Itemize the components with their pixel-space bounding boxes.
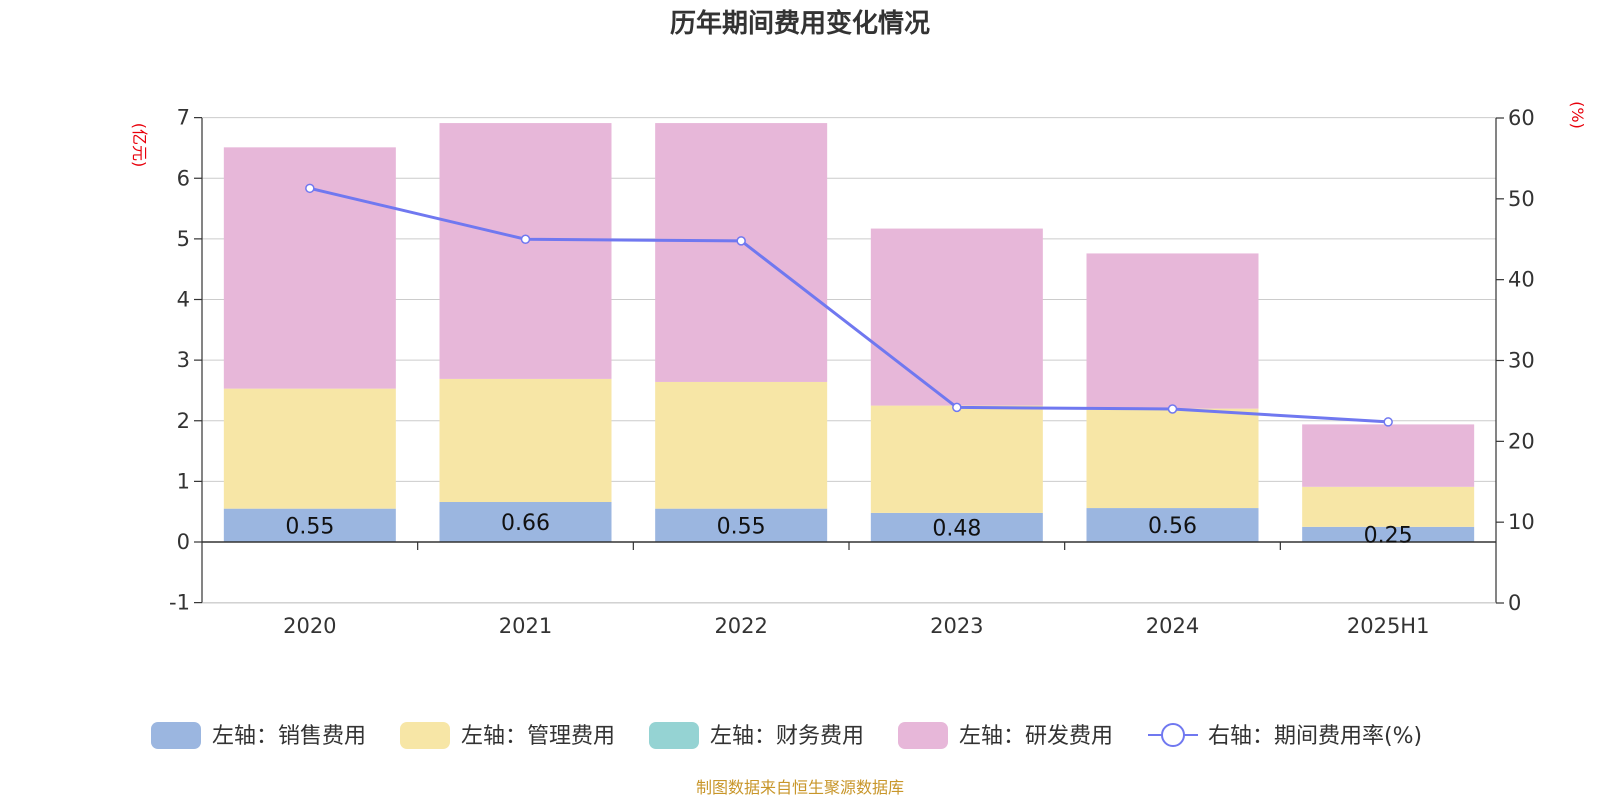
x-tick-label: 2020 (283, 614, 336, 638)
bar-segment (439, 501, 612, 542)
y-right-tick-label: 10 (1508, 510, 1535, 534)
left-axis-unit: (亿元) (130, 123, 149, 168)
legend-item[interactable]: 左轴：销售费用 (151, 722, 366, 749)
x-tick-label: 2022 (714, 614, 767, 638)
grid (202, 117, 1496, 604)
bar-segment (223, 147, 396, 389)
rate-point (305, 183, 315, 194)
bar-segment (1302, 526, 1475, 542)
y-left-tick-label: 5 (177, 227, 190, 251)
bar-segment (655, 381, 828, 509)
data-label: 0.25 (1364, 523, 1413, 548)
legend-item[interactable]: 右轴：期间费用率(%) (1148, 723, 1422, 749)
data-label: 0.66 (501, 511, 550, 536)
data-label: 0.56 (1148, 514, 1197, 539)
y-left-tick-label: 2 (177, 409, 190, 433)
rate-point (736, 236, 746, 246)
data-label: 0.55 (285, 514, 334, 539)
bar-segment (1086, 508, 1259, 542)
legend-label: 左轴：管理费用 (461, 724, 615, 749)
bar-segment (655, 123, 828, 382)
y-left-tick-label: 3 (177, 348, 190, 372)
bar-segment (870, 512, 1043, 542)
bars (223, 123, 1475, 542)
rate-point (1383, 417, 1393, 427)
bar-segment (655, 508, 828, 542)
rate-line-path (309, 186, 1389, 424)
legend-item[interactable]: 左轴：财务费用 (649, 722, 864, 749)
rate-point (952, 402, 962, 413)
y-left-tick-label: 4 (177, 288, 190, 312)
legend-label: 右轴：期间费用率(%) (1208, 724, 1422, 749)
bar-segment (439, 378, 612, 502)
bar-segment (870, 228, 1043, 406)
legend-label: 左轴：财务费用 (710, 724, 864, 749)
y-right-tick-label: 0 (1508, 591, 1521, 615)
y-left-tick-label: 0 (177, 530, 190, 554)
bar-segment (1302, 486, 1475, 527)
legend-item[interactable]: 左轴：研发费用 (898, 722, 1113, 749)
axes: -1 0 1 2 3 4 5 6 7 0 10 20 30 40 50 60 2020 2021 2022 2023 2… (169, 106, 1535, 638)
legend-swatch (400, 722, 450, 749)
right-axis-unit: (%) (1568, 101, 1587, 129)
x-tick-label: 2024 (1146, 614, 1199, 638)
y-right-tick-label: 20 (1508, 429, 1535, 453)
bar-segment (1086, 253, 1259, 409)
y-right-tick-label: 30 (1508, 349, 1535, 373)
bar-segment (870, 405, 1043, 513)
legend-label: 左轴：研发费用 (959, 724, 1113, 749)
y-right-tick-label: 60 (1508, 106, 1535, 130)
bar-segment (1302, 424, 1475, 487)
rate-point (1167, 404, 1178, 414)
data-label: 0.48 (932, 516, 981, 541)
chart-title: 历年期间费用变化情况 (670, 8, 930, 39)
y-left-tick-label: 7 (177, 106, 190, 130)
y-left-tick-label: 1 (177, 469, 190, 493)
y-right-tick-label: 40 (1508, 268, 1535, 292)
rate-point (520, 234, 531, 244)
bar-segment (439, 123, 612, 379)
bar-segment (1086, 408, 1259, 509)
legend-swatch (649, 722, 699, 749)
bar-segment (223, 508, 396, 542)
data-labels: 0.55 0.66 0.55 0.48 0.56 0.25 (285, 511, 1412, 548)
legend[interactable]: 左轴：销售费用 左轴：管理费用 左轴：财务费用 左轴：研发费用 右轴：期间费用率(%) (151, 722, 1422, 749)
bar-segment (223, 388, 396, 509)
legend-swatch (898, 722, 948, 749)
data-label: 0.55 (717, 514, 766, 539)
x-tick-label: 2023 (930, 614, 983, 638)
rate-line (305, 183, 1393, 427)
x-tick-label: 2021 (499, 614, 552, 638)
source-note: 制图数据来自恒生聚源数据库 (696, 778, 904, 797)
legend-label: 左轴：销售费用 (212, 724, 366, 749)
y-left-tick-label: -1 (169, 591, 190, 615)
legend-swatch (151, 722, 201, 749)
y-left-tick-label: 6 (177, 166, 190, 190)
x-tick-label: 2025H1 (1347, 614, 1430, 638)
legend-item[interactable]: 左轴：管理费用 (400, 722, 615, 749)
legend-marker (1161, 723, 1185, 747)
y-right-tick-label: 50 (1508, 187, 1535, 211)
